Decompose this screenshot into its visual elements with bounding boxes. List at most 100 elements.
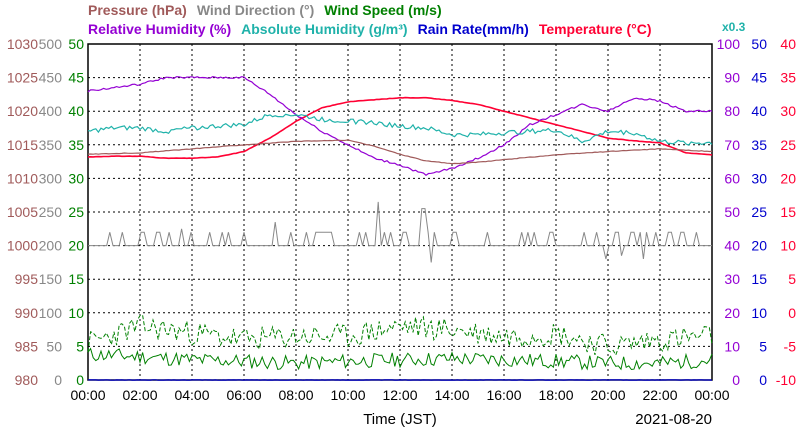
- tick-label-rain-rate: 0: [759, 372, 767, 388]
- legend-entry: Pressure (hPa): [88, 2, 187, 18]
- tick-label-wind-direction: 50: [46, 338, 62, 354]
- tick-label-pressure: 1030: [7, 36, 38, 52]
- x-tick-label: 06:00: [226, 387, 261, 403]
- tick-label-wind-speed: 50: [68, 36, 84, 52]
- tick-label-wind-speed: 5: [76, 338, 84, 354]
- series: [87, 75, 713, 381]
- tick-label-relative-humidity: 100: [717, 36, 741, 52]
- legend-entry: Temperature (°C): [539, 21, 652, 37]
- x-tick-label: 12:00: [382, 387, 417, 403]
- rain-factor-label: x0.3: [722, 20, 746, 34]
- chart-date: 2021-08-20: [635, 411, 712, 428]
- tick-label-pressure: 1000: [7, 238, 38, 254]
- tick-label-relative-humidity: 0: [732, 372, 740, 388]
- series-wind-speed-m-s-: [87, 314, 713, 371]
- tick-label-pressure: 1010: [7, 170, 38, 186]
- tick-label-temperature: 5: [788, 271, 796, 287]
- tick-label-pressure: 1020: [7, 103, 38, 119]
- legend-entry: Wind Speed (m/s): [324, 2, 441, 18]
- tick-label-relative-humidity: 10: [724, 338, 740, 354]
- x-tick-label: 02:00: [122, 387, 157, 403]
- tick-label-relative-humidity: 90: [724, 70, 740, 86]
- series-relative-humidity-: [87, 75, 713, 176]
- tick-label-wind-direction: 300: [39, 170, 63, 186]
- tick-label-temperature: 30: [780, 103, 796, 119]
- x-tick-label: 22:00: [642, 387, 677, 403]
- legend-entry: Relative Humidity (%): [88, 21, 231, 37]
- tick-label-pressure: 1025: [7, 70, 38, 86]
- tick-label-temperature: 0: [788, 305, 796, 321]
- tick-label-wind-direction: 350: [39, 137, 63, 153]
- tick-label-rain-rate: 5: [759, 338, 767, 354]
- tick-label-wind-direction: 500: [39, 36, 63, 52]
- tick-label-relative-humidity: 80: [724, 103, 740, 119]
- tick-label-pressure: 990: [15, 305, 39, 321]
- tick-label-relative-humidity: 30: [724, 271, 740, 287]
- tick-label-wind-speed: 15: [68, 271, 84, 287]
- tick-label-wind-speed: 20: [68, 238, 84, 254]
- x-tick-label: 10:00: [330, 387, 365, 403]
- tick-label-pressure: 980: [15, 372, 39, 388]
- legend-entry: Rain Rate(mm/h): [418, 21, 529, 37]
- tick-label-rain-rate: 15: [751, 271, 767, 287]
- tick-label-wind-direction: 400: [39, 103, 63, 119]
- tick-label-wind-direction: 100: [39, 305, 63, 321]
- legend-entry: Absolute Humidity (g/m³): [241, 21, 407, 37]
- tick-label-wind-speed: 35: [68, 137, 84, 153]
- tick-label-temperature: 40: [780, 36, 796, 52]
- tick-label-temperature: 15: [780, 204, 796, 220]
- tick-label-rain-rate: 25: [751, 204, 767, 220]
- tick-label-temperature: 10: [780, 238, 796, 254]
- x-tick-label: 20:00: [590, 387, 625, 403]
- x-tick-label: 08:00: [278, 387, 313, 403]
- tick-label-rain-rate: 50: [751, 36, 767, 52]
- legend: Pressure (hPa) Wind Direction (°) Wind Spe…: [88, 2, 746, 37]
- tick-label-wind-speed: 30: [68, 170, 84, 186]
- tick-label-wind-speed: 45: [68, 70, 84, 86]
- tick-label-wind-direction: 200: [39, 238, 63, 254]
- grid: [87, 43, 713, 381]
- tick-label-pressure: 1005: [7, 204, 38, 220]
- wind-direction-line: [88, 201, 712, 263]
- line-relative_humidity: [87, 75, 713, 176]
- tick-label-temperature: 25: [780, 137, 796, 153]
- tick-label-rain-rate: 35: [751, 137, 767, 153]
- line-temperature: [87, 96, 713, 160]
- tick-label-rain-rate: 45: [751, 70, 767, 86]
- line-wind_speed: [87, 113, 713, 146]
- wind-gust-line: [87, 314, 713, 357]
- x-axis-label: Time (JST): [363, 411, 437, 428]
- tick-label-wind-direction: 0: [54, 372, 62, 388]
- tick-label-relative-humidity: 20: [724, 305, 740, 321]
- tick-label-wind-speed: 0: [76, 372, 84, 388]
- x-tick-label: 00:00: [694, 387, 729, 403]
- tick-label-temperature: -10: [776, 372, 796, 388]
- tick-label-relative-humidity: 70: [724, 137, 740, 153]
- tick-label-pressure: 985: [15, 338, 39, 354]
- legend-entry: Wind Direction (°): [197, 2, 314, 18]
- series-temperature-c-: [87, 96, 713, 160]
- tick-label-pressure: 1015: [7, 137, 38, 153]
- series-wind-direction-: [88, 201, 712, 263]
- tick-label-temperature: 35: [780, 70, 796, 86]
- x-tick-label: 00:00: [70, 387, 105, 403]
- series-pressure-hpa-: [87, 139, 713, 165]
- tick-label-wind-speed: 25: [68, 204, 84, 220]
- tick-label-relative-humidity: 40: [724, 238, 740, 254]
- line-pressure: [87, 139, 713, 165]
- tick-label-wind-direction: 450: [39, 70, 63, 86]
- tick-label-relative-humidity: 50: [724, 204, 740, 220]
- x-tick-label: 16:00: [486, 387, 521, 403]
- tick-label-temperature: -5: [784, 338, 797, 354]
- tick-label-rain-rate: 20: [751, 238, 767, 254]
- series-absolute-humidity-g-m-: [87, 113, 713, 146]
- x-tick-label: 14:00: [434, 387, 469, 403]
- wind-speed-line: [87, 347, 713, 371]
- tick-label-temperature: 20: [780, 170, 796, 186]
- tick-label-rain-rate: 10: [751, 305, 767, 321]
- tick-label-wind-direction: 150: [39, 271, 63, 287]
- tick-label-wind-speed: 40: [68, 103, 84, 119]
- tick-label-pressure: 995: [15, 271, 39, 287]
- tick-label-wind-speed: 10: [68, 305, 84, 321]
